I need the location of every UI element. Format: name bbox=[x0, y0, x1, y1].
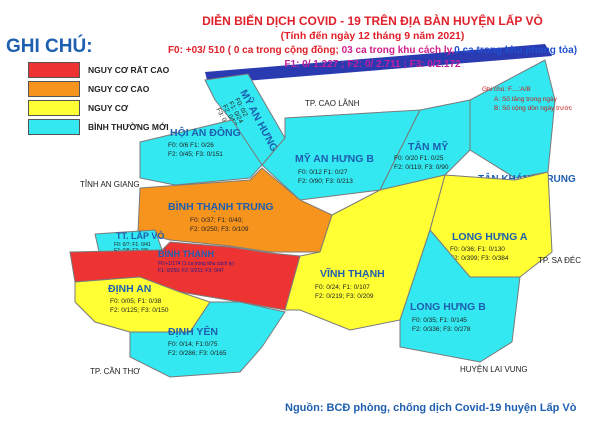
region-name: LONG HƯNG B bbox=[410, 301, 486, 313]
region-stats: F2: 0/119; F3: 0/90 bbox=[394, 164, 449, 171]
region-label: LONG HƯNG A F0: 0/36; F1: 0/130 F2: 0/399;… bbox=[450, 231, 528, 262]
place-label: TP. SA ĐÉC bbox=[538, 256, 581, 265]
region bbox=[284, 174, 446, 331]
region-label: BÌNH THẠNH TRUNG F0: 0/37; F1: 0/40; F2: 0… bbox=[168, 200, 274, 233]
legend-swatch bbox=[28, 62, 80, 78]
note: B: Số cộng dồn ngày trước bbox=[494, 105, 572, 112]
summary: F0: +03/ 510 ( 0 ca trong cộng đồng; 03 … bbox=[150, 45, 595, 56]
region-name: BÌNH THẠNH TRUNG bbox=[168, 200, 274, 213]
region-label: TÂN MỸ F0: 0/20 F1: 0/25 F2: 0/119; F3: 0/… bbox=[394, 140, 449, 171]
region-stats: F0: 0/14; F1:0/75 bbox=[168, 341, 218, 348]
region bbox=[469, 59, 556, 179]
legend-swatch bbox=[28, 81, 80, 97]
region-stats: F0: 0/12 F1: 0/27 bbox=[298, 169, 348, 176]
region bbox=[139, 119, 263, 186]
region-stats: F0: 0/35; F1: 0/145 bbox=[412, 317, 467, 324]
region-stats: F0: 0/05; F1: 0/38 bbox=[110, 298, 162, 305]
region bbox=[399, 229, 521, 363]
place-label: TP. CẦN THƠ bbox=[90, 366, 140, 376]
title: DIỄN BIẾN DỊCH COVID - 19 TRÊN ĐỊA BÀN H… bbox=[202, 14, 543, 28]
region-stats: F2: 0/45; F3: 0/151 bbox=[168, 151, 223, 158]
summary-part: 03 ca trong khu cách ly, bbox=[341, 45, 455, 56]
region-stats: F0: 0/36; F1: 0/130 bbox=[450, 246, 505, 253]
summary-2: F1: 0/ 1.227 ; F2: 0/ 2.711 ; F3: 0/2.17… bbox=[284, 59, 461, 70]
region-stats: F0: 0/6 F1: 0/26 bbox=[168, 142, 214, 149]
region bbox=[129, 301, 286, 378]
region-name: ĐỊNH YÊN bbox=[168, 325, 218, 338]
region-label: LONG HƯNG B F0: 0/35; F1: 0/145 F2: 0/336;… bbox=[410, 301, 486, 333]
region-label: BÌNH THẠNH F0:+1/174 (1 ca trong khu cách… bbox=[158, 249, 234, 274]
region-name: VĨNH THẠNH bbox=[320, 267, 385, 280]
summary-part: ( 0 ca trong cộng đồng; bbox=[227, 45, 339, 56]
legend-title: GHI CHÚ: bbox=[6, 36, 93, 57]
note: A: Số tăng trong ngày bbox=[494, 96, 557, 103]
place-label: HUYỆN LAI VUNG bbox=[460, 365, 528, 374]
region-label: ĐỊNH YÊN F0: 0/14; F1:0/75 F2: 0/286; F3: … bbox=[168, 325, 227, 357]
region-stats: F0: 0/20 F1: 0/25 bbox=[394, 155, 444, 162]
region-stats: F2: 0/399; F3: 0/384 bbox=[450, 255, 509, 262]
region-stats: F1: 0/250; F2: 0/211; F3: 0/47 bbox=[158, 268, 224, 274]
region-label: VĨNH THẠNH F0: 0/24; F1: 0/107 F2: 0/219; … bbox=[315, 267, 385, 300]
region-name: ĐỊNH AN bbox=[108, 283, 151, 295]
note: Ghi chú: F....:A/B bbox=[482, 86, 531, 93]
region-stats: F0: 0/7; F1: 0/41 bbox=[114, 242, 151, 248]
legend-label: NGUY CƠ RẤT CAO bbox=[88, 65, 170, 75]
place-label: TỈNH AN GIANG bbox=[80, 180, 140, 189]
river bbox=[205, 44, 552, 84]
region-stats: F2: 0/250; F3: 0/109 bbox=[190, 226, 249, 233]
region-stats: F0:+1/174 (1 ca trong khu cách ly) bbox=[158, 261, 234, 267]
legend-label: NGUY CƠ bbox=[88, 103, 129, 113]
region-stats: F0: 0/37; F1: 0/40; bbox=[190, 217, 243, 224]
region-label: ĐỊNH AN F0: 0/05; F1: 0/38 F2: 0/125; F3: … bbox=[108, 283, 169, 314]
region-name: TÂN MỸ bbox=[408, 140, 448, 153]
region-stats: F2: 0/90; F3: 0/213 bbox=[298, 178, 353, 185]
region-name: LONG HƯNG A bbox=[452, 231, 528, 243]
summary-part: F0: +03/ 510 bbox=[167, 45, 225, 56]
legend-label: NGUY CƠ CAO bbox=[88, 84, 150, 94]
legend-swatch bbox=[28, 100, 80, 116]
region-name: HỘI AN ĐÔNG bbox=[170, 126, 241, 139]
region-stats: F0: 0/24; F1: 0/107 bbox=[315, 284, 370, 291]
legend-label: BÌNH THƯỜNG MỚI bbox=[88, 122, 169, 132]
source: Nguồn: BCĐ phòng, chống dịch Covid-19 hu… bbox=[285, 402, 577, 414]
legend-swatch bbox=[28, 119, 80, 135]
region-name: MỸ AN HƯNG B bbox=[295, 152, 374, 165]
region-name: TT. LẤP VÒ bbox=[116, 230, 164, 241]
place-label: TP. CAO LÃNH bbox=[305, 99, 360, 108]
region-stats: F2: 0/286; F3: 0/165 bbox=[168, 350, 227, 357]
subtitle: (Tính đến ngày 12 tháng 9 năm 2021) bbox=[280, 30, 465, 42]
region-name: BÌNH THẠNH bbox=[158, 249, 214, 259]
region-stats: F2: 0/125; F3: 0/150 bbox=[110, 307, 169, 314]
region-label: HỘI AN ĐÔNG F0: 0/6 F1: 0/26 F2: 0/45; F3:… bbox=[168, 126, 241, 158]
region-label: MỸ AN HƯNG B F0: 0/12 F1: 0/27 F2: 0/90; F… bbox=[295, 152, 374, 185]
summary-part: 0 ca trong khu phong tỏa) bbox=[454, 45, 578, 56]
region-stats: F2: 0/219; F3: 0/209 bbox=[315, 293, 374, 300]
region-stats: F2: 0/336; F3: 0/278 bbox=[412, 326, 471, 333]
